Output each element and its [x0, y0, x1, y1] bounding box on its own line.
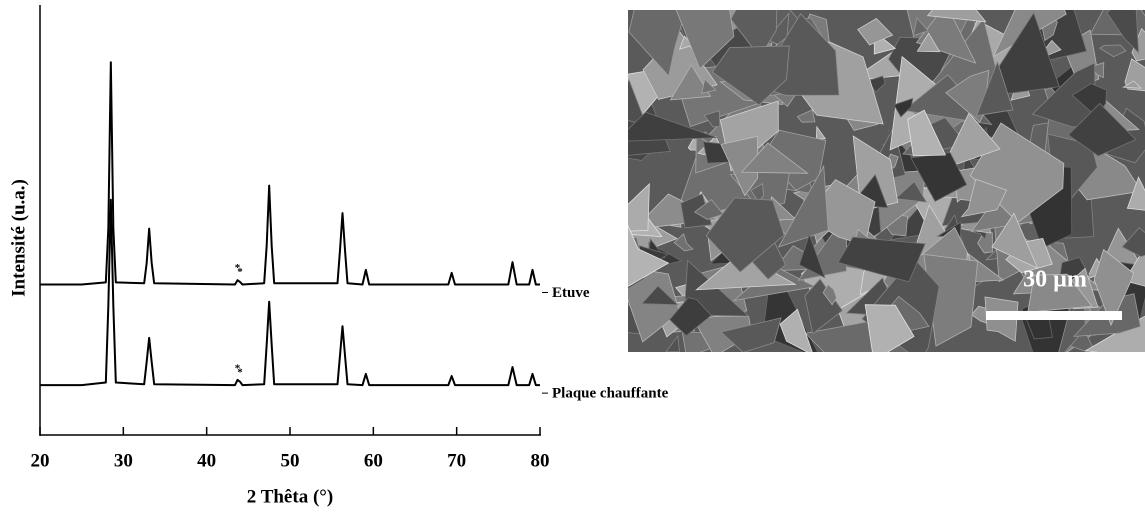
x-axis-label: 2 Thêta (°) [247, 486, 333, 507]
x-tick-label: 80 [531, 450, 550, 471]
x-tick-label: 50 [281, 450, 300, 471]
x-tick-label: 30 [114, 450, 133, 471]
series-label: Plaque chauffante [552, 386, 669, 402]
x-tick-label: 70 [447, 450, 466, 471]
x-tick-label: 60 [364, 450, 383, 471]
sem-image [587, 0, 1145, 385]
annotation: * [237, 266, 243, 278]
x-tick-label: 40 [197, 450, 216, 471]
x-tick-label: 20 [31, 450, 50, 471]
y-axis-label: Intensité (u.a.) [8, 179, 29, 297]
scale-bar-label: 30 µm [1023, 267, 1087, 293]
series-line [40, 62, 540, 284]
flake [599, 184, 650, 233]
scale-bar [986, 311, 1122, 320]
annotation: * [237, 367, 243, 379]
series-label: Etuve [552, 285, 590, 301]
series-line [40, 200, 540, 385]
